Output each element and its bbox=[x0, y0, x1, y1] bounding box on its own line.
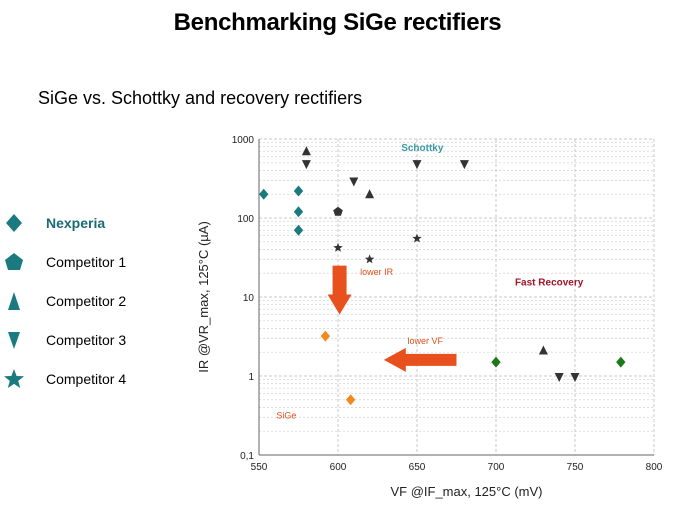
annotation-fast-recovery: Fast Recovery bbox=[515, 277, 584, 288]
legend-item-competitor-1: Competitor 1 bbox=[0, 248, 220, 278]
slide-subtitle: SiGe vs. Schottky and recovery rectifier… bbox=[38, 88, 363, 108]
annotation-sige: SiGe bbox=[276, 410, 296, 420]
point-star bbox=[333, 242, 343, 252]
annotation-lower-vf: lower VF bbox=[408, 336, 444, 346]
point-triangle-up bbox=[365, 189, 375, 199]
annotation-lower-ir: lower IR bbox=[360, 267, 394, 277]
y-tick-label: 10 bbox=[243, 293, 255, 304]
y-tick-label: 100 bbox=[237, 214, 254, 225]
y-tick-label: 0,1 bbox=[240, 451, 254, 462]
triangle-up-icon bbox=[8, 292, 20, 310]
point-triangle-down bbox=[459, 160, 469, 170]
y-tick-label: 1000 bbox=[232, 135, 255, 146]
x-tick-label: 650 bbox=[409, 462, 426, 473]
arrow-down bbox=[327, 265, 352, 315]
point-triangle-down bbox=[554, 373, 564, 383]
y-axis-label: IR @VR_max, 125°C (µA) bbox=[196, 221, 211, 373]
point-diamond bbox=[345, 394, 356, 406]
point-diamond bbox=[293, 224, 304, 236]
point-diamond bbox=[320, 330, 331, 342]
x-axis-label: VF @IF_max, 125°C (mV) bbox=[390, 484, 542, 499]
pentagon-icon bbox=[5, 253, 23, 270]
y-tick-label: 1 bbox=[248, 372, 254, 383]
diamond-icon bbox=[6, 214, 22, 232]
point-diamond bbox=[491, 356, 501, 368]
legend-label: Competitor 1 bbox=[46, 254, 127, 270]
point-star bbox=[412, 233, 422, 243]
x-tick-label: 750 bbox=[567, 462, 584, 473]
legend-label: Competitor 4 bbox=[46, 371, 127, 387]
point-triangle-down bbox=[412, 160, 422, 170]
star-icon bbox=[4, 369, 24, 388]
legend-item-competitor-3: Competitor 3 bbox=[0, 326, 220, 356]
point-pentagon bbox=[333, 206, 343, 216]
point-diamond bbox=[293, 185, 304, 197]
legend-item-competitor-4: Competitor 4 bbox=[0, 365, 220, 395]
triangle-down-icon bbox=[8, 332, 20, 349]
point-diamond bbox=[259, 188, 269, 200]
point-triangle-down bbox=[349, 177, 359, 187]
point-star bbox=[364, 254, 375, 264]
legend-item-nexperia: Nexperia bbox=[0, 209, 220, 239]
point-diamond bbox=[293, 206, 304, 218]
slide-title: Benchmarking SiGe rectifiers bbox=[173, 9, 502, 36]
legend-label: Competitor 2 bbox=[46, 293, 127, 309]
point-triangle-up bbox=[301, 146, 311, 156]
legend-label: Competitor 3 bbox=[46, 332, 127, 348]
point-triangle-up bbox=[538, 345, 548, 355]
point-triangle-down bbox=[301, 160, 311, 170]
arrow-left bbox=[383, 347, 457, 372]
point-triangle-down bbox=[570, 373, 580, 383]
x-tick-label: 700 bbox=[488, 462, 505, 473]
x-tick-label: 550 bbox=[251, 462, 268, 473]
x-tick-label: 800 bbox=[646, 462, 663, 473]
legend-item-competitor-2: Competitor 2 bbox=[0, 287, 220, 317]
annotation-schottky: Schottky bbox=[401, 143, 444, 154]
legend-label: Nexperia bbox=[46, 215, 106, 231]
point-diamond bbox=[616, 356, 626, 368]
x-tick-label: 600 bbox=[330, 462, 347, 473]
